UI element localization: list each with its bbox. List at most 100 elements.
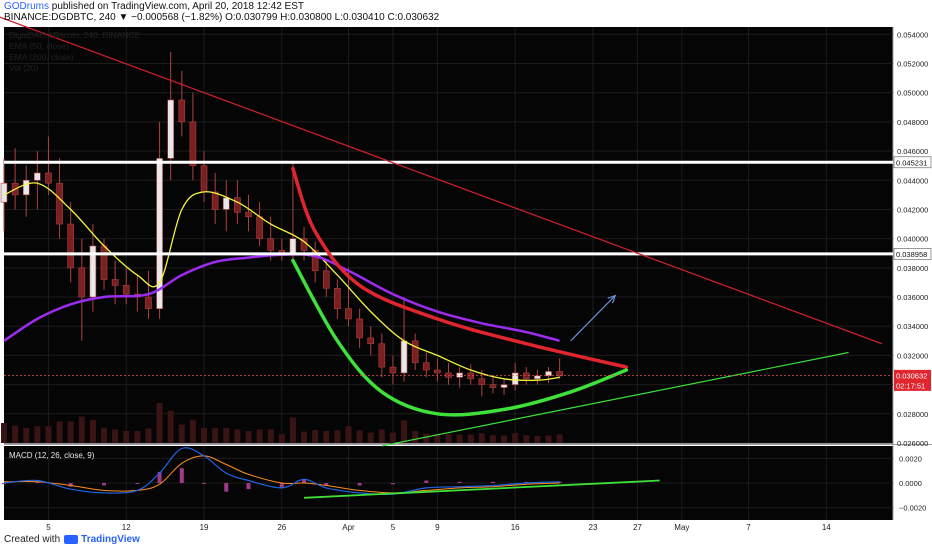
volume-bar <box>445 434 452 443</box>
legend-ema50[interactable]: EMA (50, close) <box>9 41 69 51</box>
macd-y-tick-label: 0.0020 <box>899 454 922 463</box>
volume-bar <box>501 435 508 443</box>
candle-body <box>389 366 397 374</box>
price-badge-label: 0.030632 <box>896 371 927 380</box>
y-tick-label: 0.032000 <box>897 351 928 360</box>
volume-bar <box>67 421 74 443</box>
y-tick-label: 0.054000 <box>897 30 928 39</box>
x-tick-label: 23 <box>589 523 598 532</box>
volume-bar <box>45 426 52 443</box>
candle-body <box>500 384 508 388</box>
macd-histogram-bar <box>424 480 429 483</box>
volume-bar <box>56 421 63 443</box>
candle-body <box>467 372 475 380</box>
candle-body <box>167 99 174 159</box>
candle-body <box>334 287 341 310</box>
macd-y-tick-label: −0.0020 <box>899 504 926 513</box>
macd-histogram-bar <box>390 483 395 485</box>
macd-signal-line <box>3 455 560 494</box>
y-tick-label: 0.036000 <box>897 293 928 302</box>
volume-bar <box>256 429 263 443</box>
candle-body <box>34 172 41 181</box>
y-tick-label: 0.028000 <box>897 410 928 419</box>
volume-bar <box>356 430 363 443</box>
volume-bar <box>401 420 408 443</box>
price-badge <box>894 369 931 381</box>
volume-bar <box>123 431 130 443</box>
macd-histogram-bar <box>246 483 251 490</box>
candle-body <box>478 378 486 385</box>
candle-body <box>345 308 352 320</box>
candle-body <box>245 212 252 218</box>
volume-bar <box>334 430 341 443</box>
macd-histogram-bar <box>2 483 6 485</box>
publisher-link[interactable]: GODrums <box>4 1 49 12</box>
x-tick-label: 12 <box>122 523 131 532</box>
y-tick-label: 0.042000 <box>897 205 928 214</box>
candle-body <box>322 270 330 289</box>
candle-body <box>45 172 52 184</box>
candle-body <box>22 179 30 196</box>
candle-body <box>156 158 163 310</box>
macd-histogram-bar <box>524 481 529 483</box>
macd-histogram-bar <box>157 471 162 483</box>
candle-body <box>378 343 386 368</box>
volume-bar <box>512 432 519 443</box>
y-tick-label: 0.052000 <box>897 59 928 68</box>
legend-ema200[interactable]: EMA (200, close) <box>9 52 74 62</box>
tradingview-logo[interactable]: TradingView <box>64 534 140 545</box>
macd-green-trend-line <box>303 479 660 499</box>
legend-volume[interactable]: Vol (20) <box>9 63 39 73</box>
volume-bar <box>523 435 530 443</box>
ema50-line <box>3 182 560 381</box>
candle-body <box>100 245 108 280</box>
volume-bar <box>1 423 7 443</box>
volume-bar <box>178 424 185 443</box>
macd-histogram-bar <box>202 483 207 484</box>
macd-histogram-bar <box>557 481 562 483</box>
volume-bar <box>145 428 152 443</box>
volume-bar <box>278 434 285 443</box>
volume-bar <box>434 433 441 443</box>
x-tick-label: 27 <box>633 523 642 532</box>
volume-bar <box>367 432 374 443</box>
published-text: published on TradingView.com, April 20, … <box>51 1 304 12</box>
candle-body <box>411 340 419 364</box>
symbol-line[interactable]: DigixDAO / Bitcoin, 240, BINANCE <box>9 30 141 40</box>
candle-body <box>222 197 230 210</box>
volume-bar <box>412 431 419 443</box>
volume-bar <box>201 427 208 443</box>
y-tick-label: 0.048000 <box>897 118 928 127</box>
macd-histogram-bar <box>324 483 329 486</box>
macd-histogram-bar <box>179 468 184 483</box>
macd-histogram-bar <box>279 483 284 488</box>
price-badge <box>894 379 931 391</box>
candle-body <box>78 267 86 298</box>
x-tick-label: 7 <box>746 523 751 532</box>
volume-bar <box>456 434 463 443</box>
price-badge <box>893 248 932 260</box>
volume-bar <box>112 429 119 443</box>
candle-body <box>522 372 530 380</box>
candle-body <box>534 375 541 380</box>
y-tick-label: 0.038000 <box>897 264 928 273</box>
macd-y-tick-label: 0.0000 <box>899 479 922 488</box>
macd-histogram-bar <box>302 479 307 483</box>
price-badge-label: 0.045231 <box>896 158 927 167</box>
volume-bar <box>156 403 163 443</box>
y-tick-label: 0.050000 <box>897 89 928 98</box>
volume-bar <box>234 429 241 443</box>
volume-bar <box>267 429 274 443</box>
candle-body <box>367 337 375 345</box>
candle-body <box>67 223 74 269</box>
candle-body <box>289 238 297 254</box>
volume-bar <box>345 426 352 443</box>
tradingview-brand: TradingView <box>81 534 140 545</box>
x-tick-label: Apr <box>342 523 355 532</box>
y-tick-label: 0.040000 <box>897 235 928 244</box>
publish-header: GODrums published on TradingView.com, Ap… <box>4 1 304 12</box>
volume-bar <box>534 435 541 443</box>
x-tick-label: 14 <box>822 523 831 532</box>
